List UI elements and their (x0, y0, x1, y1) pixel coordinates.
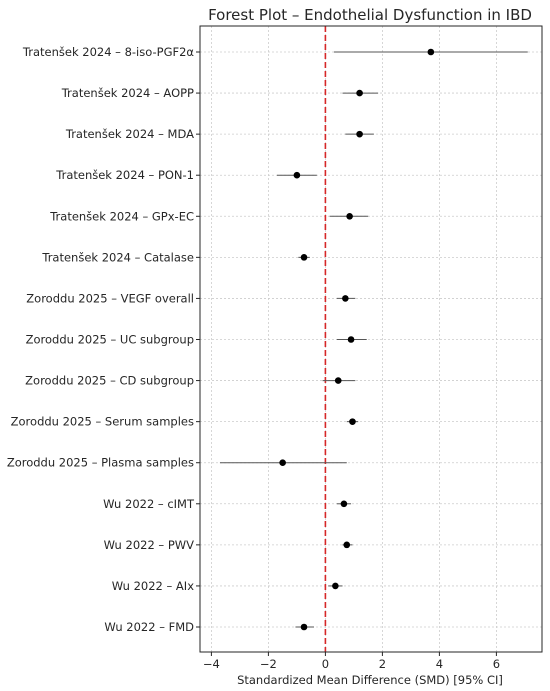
effect-point (356, 89, 363, 97)
study-label: Zoroddu 2025 – CD subgroup (25, 374, 194, 388)
x-tick-label: 2 (379, 657, 386, 671)
x-axis-label: Standardized Mean Difference (SMD) [95% … (237, 673, 503, 687)
x-tick-label: 4 (436, 657, 443, 671)
x-tick-label: −2 (260, 657, 277, 671)
chart-title: Forest Plot – Endothelial Dysfunction in… (208, 6, 532, 24)
effect-points (279, 48, 435, 631)
effect-point (300, 254, 308, 261)
study-label: Tratenšek 2024 – 8-iso-PGF2α (22, 45, 195, 59)
effect-point (300, 623, 308, 631)
effect-point (346, 212, 353, 220)
effect-point (340, 500, 348, 508)
x-tick-label: 6 (493, 657, 500, 671)
x-tick-label: −4 (203, 657, 220, 671)
study-label: Tratenšek 2024 – Catalase (41, 250, 194, 264)
plot-frame (199, 25, 543, 653)
study-label: Zoroddu 2025 – Plasma samples (7, 456, 194, 470)
study-label: Tratenšek 2024 – MDA (65, 127, 194, 141)
study-label: Zoroddu 2025 – UC subgroup (26, 333, 194, 347)
x-ticks: −4 −2 0 2 4 6 (203, 652, 500, 671)
study-label: Tratenšek 2024 – PON-1 (55, 168, 194, 182)
study-label: Zoroddu 2025 – VEGF overall (26, 291, 194, 305)
study-label: Wu 2022 – cIMT (103, 497, 195, 511)
effect-point (334, 377, 342, 384)
effect-point (279, 459, 286, 467)
study-label: Tratenšek 2024 – AOPP (61, 86, 194, 100)
grid (200, 26, 542, 652)
effect-point (427, 48, 435, 56)
effect-point (342, 295, 349, 302)
study-label: Zoroddu 2025 – Serum samples (11, 415, 194, 429)
effect-point (293, 171, 301, 179)
effect-point (347, 336, 355, 343)
study-label: Wu 2022 – AIx (112, 579, 194, 593)
effect-point (356, 130, 363, 138)
y-tick-labels: Tratenšek 2024 – 8-iso-PGF2α Tratenšek 20… (7, 45, 200, 634)
x-tick-label: 0 (322, 657, 329, 671)
study-label: Wu 2022 – FMD (104, 620, 194, 634)
study-label: Wu 2022 – PWV (104, 538, 195, 552)
effect-point (349, 418, 356, 425)
study-label: Tratenšek 2024 – GPx-EC (49, 209, 194, 223)
effect-point (332, 582, 339, 590)
effect-point (343, 541, 351, 549)
